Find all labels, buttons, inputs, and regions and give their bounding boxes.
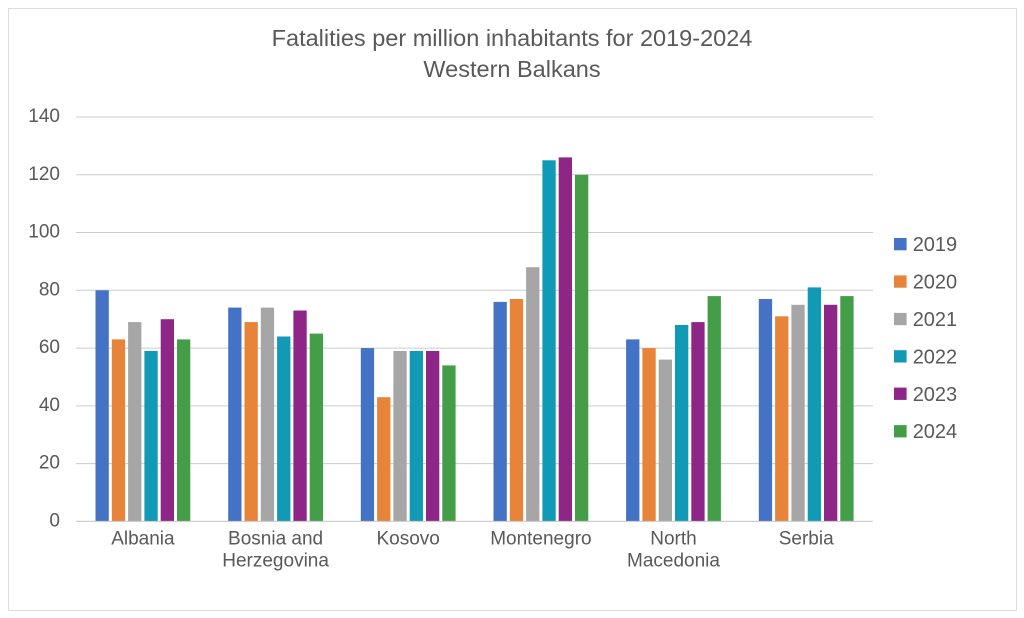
svg-text:2023: 2023 [913,384,958,406]
svg-text:60: 60 [39,337,60,358]
svg-text:North: North [650,528,696,549]
svg-text:2022: 2022 [913,346,958,368]
svg-text:80: 80 [39,279,60,300]
svg-text:2019: 2019 [913,234,958,256]
svg-text:Bosnia and: Bosnia and [228,528,323,549]
svg-text:120: 120 [28,164,60,185]
svg-text:Herzegovina: Herzegovina [222,550,329,571]
svg-text:40: 40 [39,395,60,416]
svg-text:Serbia: Serbia [779,528,834,549]
svg-text:Kosovo: Kosovo [377,528,440,549]
svg-text:Macedonia: Macedonia [627,550,720,571]
svg-text:0: 0 [49,510,60,531]
svg-text:2021: 2021 [913,309,958,331]
svg-text:Albania: Albania [111,528,175,549]
svg-text:2024: 2024 [913,421,958,443]
svg-text:Montenegro: Montenegro [490,528,591,549]
svg-text:100: 100 [28,222,60,243]
svg-text:2020: 2020 [913,272,958,294]
svg-text:140: 140 [28,106,60,127]
svg-text:20: 20 [39,453,60,474]
